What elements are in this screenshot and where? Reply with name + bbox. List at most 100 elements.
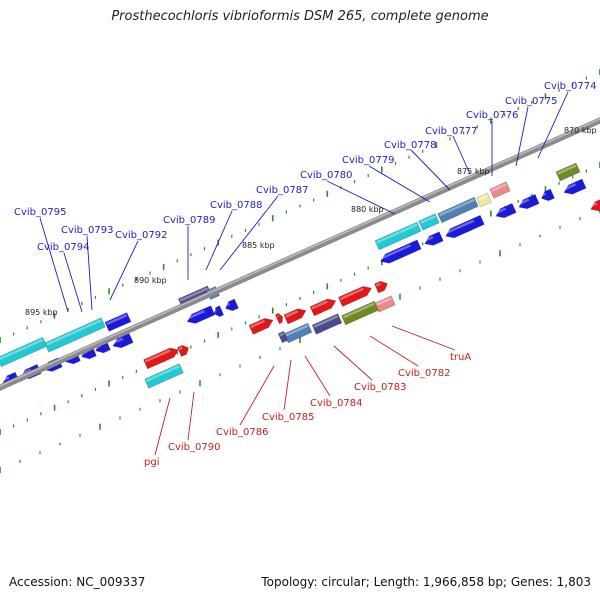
genome-backbone [0,117,600,391]
gene-0783-shine [342,302,375,319]
scale-label: 875 kbp [457,167,490,176]
gene-0779-shine [445,219,475,235]
leader-top [452,135,471,175]
gene-0777-y [476,192,492,208]
gene-label-bottom: Cvib_0782 [398,368,450,379]
gene-0780-cc-shine [376,223,418,244]
gene-0784-s-shine [313,315,339,328]
leader-bottom [283,359,292,411]
gene-0782-p-shine [376,297,392,306]
gene-0773 [590,199,600,212]
scale-label: 870 kbp [564,126,597,135]
gene-label-top: Cvib_0778 [384,140,436,151]
gene-pgi [143,347,179,370]
gene-label-top: Cvib_0794 [37,242,89,253]
leader-bottom [369,335,419,367]
gene-pgi-shine [144,349,171,363]
label-leader-lines [39,91,569,456]
leader-bottom [187,391,195,441]
gene-0795-b-shine [2,376,10,382]
gene-0775-shine [540,192,546,197]
gene-label-top: Cvib_0793 [61,225,113,236]
gene-label-top: Cvib_0792 [115,230,167,241]
gene-0782-shine [339,287,364,301]
gene-0780-c-shine [420,215,436,224]
leader-bottom [154,397,171,456]
gene-0777-y-shine [477,194,488,201]
gene-0793-shine [46,319,102,346]
gene-label-bottom: Cvib_0786 [216,427,268,438]
leader-top [410,149,451,191]
leader-bottom [304,355,331,397]
gene-label-top: Cvib_0774 [544,81,596,92]
gene-0793 [44,317,106,353]
scale-label: 885 kbp [242,241,275,250]
gene-0780-b-shine [380,244,412,260]
gene-0774-shine [557,164,577,175]
leader-top [368,165,431,203]
gene-0776 [518,194,540,210]
gene-0777 [495,203,517,219]
gene-0780 [424,231,444,246]
gene-label-bottom: Cvib_0785 [262,412,314,423]
gene-labels: Cvib_0774 Cvib_0775 Cvib_0776 Cvib_0777 Cvib… [14,81,596,468]
leader-top [515,106,529,167]
gene-truA-shine [375,282,381,287]
gene-0774 [555,162,581,182]
gene-label-top: Cvib_0795 [14,207,66,218]
leader-top [326,180,396,215]
gene-pgi-b [177,344,189,357]
gene-0780-b [380,239,422,264]
gene-0785-t [277,330,289,344]
gene-0788-c-shine [224,302,230,307]
scale-labels: 870 kbp 875 kbp 880 kbp 885 kbp 890 kbp 895 k… [25,126,597,317]
gene-0785-t-shine [279,332,285,337]
scale-label: 895 kbp [25,308,58,317]
leader-top [39,217,69,313]
gene-0788-b-shine [213,308,217,312]
gene-0784 [309,298,337,317]
gene-0774-b-shine [563,183,577,191]
gene-0787 [186,305,216,324]
gene-0794-shine [0,338,44,361]
gene-0787-shine [186,309,205,320]
gene-0786 [248,318,274,335]
gene-0780-c [418,213,440,231]
gene-label-top: Cvib_0775 [505,96,557,107]
gene-label-top: Cvib_0789 [163,215,215,226]
gene-0778-shine [439,198,475,217]
gene-features [0,162,600,389]
gene-0773-shine [590,202,598,208]
gene-label-top: Cvib_0787 [256,185,308,196]
gene-0792-b-shine [112,337,124,345]
gene-0780-shine [424,235,434,242]
scale-label: 880 kbp [351,205,384,214]
genome-summary-text: Topology: circular; Length: 1,966,858 bp… [261,575,591,589]
gene-label-top: Cvib_0780 [300,170,352,181]
leader-top [537,91,569,159]
gene-label-top: Cvib_0779 [342,155,394,166]
gene-0774-b [563,178,587,195]
leader-top [205,210,233,271]
gene-0783 [341,300,379,326]
gene-0782 [338,286,372,307]
gene-0795-shine [20,368,32,376]
leader-bottom [391,325,456,351]
gene-0785 [283,308,307,325]
gene-0788-b [213,305,225,318]
gene-label-bottom: Cvib_0784 [310,398,362,409]
gene-0777-p [489,181,511,199]
gene-0776-shine [518,198,530,206]
leader-top [109,240,139,301]
gene-label-top: Cvib_0777 [425,126,477,137]
gene-label-bottom: pgi [144,457,159,468]
gene-label-top: Cvib_0776 [466,110,518,121]
backbone-highlight [0,118,600,387]
gene-label-top: Cvib_0788 [210,200,262,211]
gene-0786-a-shine [276,314,279,318]
gene-0789-shine [179,287,209,302]
gene-0786-shine [250,319,265,329]
gene-label-bottom: Cvib_0783 [354,382,406,393]
gene-0778 [437,196,479,224]
